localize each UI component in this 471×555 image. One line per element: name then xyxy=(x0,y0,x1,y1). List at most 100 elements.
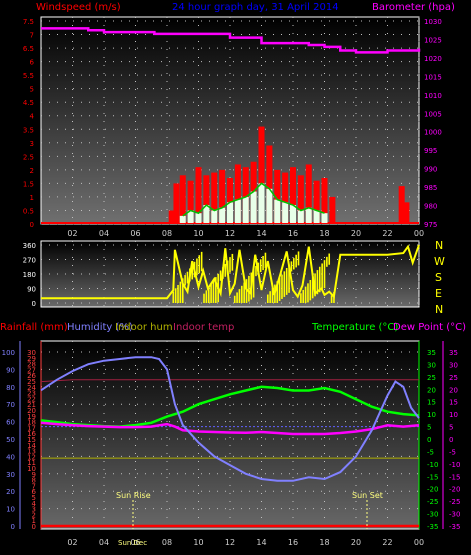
humidity-line xyxy=(40,356,420,482)
humidity-tick-label: 50 xyxy=(6,436,15,444)
average-bar xyxy=(242,196,249,223)
dewpoint-line xyxy=(40,421,420,436)
rain-tick-label: 24 xyxy=(27,384,36,392)
gust-bar xyxy=(227,177,233,223)
compass-s: S xyxy=(435,271,442,284)
gust-bar xyxy=(219,169,226,223)
humidity-axis-title: Humidity (%) xyxy=(67,322,133,333)
temp-x-tick-label: 16 xyxy=(288,538,298,547)
wind-x-tick-label: 18 xyxy=(319,229,329,238)
humidity-tick-label: 80 xyxy=(6,384,15,392)
rain-tick-label: 11 xyxy=(27,459,36,467)
wind-tick-label: 3.5 xyxy=(23,126,34,134)
dewpoint-tick-label: 35 xyxy=(449,349,458,357)
average-bar xyxy=(195,213,202,223)
temp-tick-label: -30 xyxy=(427,511,438,519)
gust-bar xyxy=(403,202,410,223)
average-bar xyxy=(305,207,312,223)
rain-tick-label: 20 xyxy=(27,407,36,415)
rain-tick-label: 27 xyxy=(27,366,36,374)
wind-x-tick-label: 22 xyxy=(382,229,392,238)
average-wind-line xyxy=(182,182,325,217)
temp-tick-label: 35 xyxy=(427,349,436,357)
gust-bar xyxy=(258,126,265,223)
rain-tick-label: 25 xyxy=(27,378,36,386)
dewpoint-tick-label: 0 xyxy=(449,436,453,444)
wind-tick-label: 3 xyxy=(30,140,34,148)
average-bar xyxy=(250,191,257,223)
gust-bar xyxy=(168,210,175,223)
rain-tick-label: 19 xyxy=(27,413,36,421)
humidity-tick-label: 40 xyxy=(6,453,15,461)
wind-tick-label: 5.5 xyxy=(23,72,34,80)
temp-tick-label: 30 xyxy=(427,361,436,369)
dewpoint-tick-label: -20 xyxy=(449,486,460,494)
compass-n-top: N xyxy=(435,239,443,252)
rain-tick-label: 21 xyxy=(27,401,36,409)
humidity-tick-label: 100 xyxy=(2,349,15,357)
rain-tick-label: 1 xyxy=(32,517,36,525)
wind-tick-label: 4 xyxy=(30,113,35,121)
wind-axis-title: Windspeed (m/s) xyxy=(36,2,121,13)
temp-tick-label: -5 xyxy=(427,448,434,456)
rain-tick-label: 28 xyxy=(27,361,36,369)
temp-tick-label: 10 xyxy=(427,411,436,419)
indoor-hum-title: Indoor hum xyxy=(115,322,173,333)
wind-tick-label: 6 xyxy=(30,59,35,67)
rain-tick-label: 2 xyxy=(32,511,36,519)
temp-x-tick-label: 18 xyxy=(319,538,329,547)
average-bar xyxy=(234,199,241,223)
wind-x-tick-label: 12 xyxy=(225,229,235,238)
wind-x-tick-label: 02 xyxy=(67,229,77,238)
wind-x-tick-label: 10 xyxy=(193,229,203,238)
temp-x-tick-label: 10 xyxy=(193,538,203,547)
dewpoint-tick-label: -5 xyxy=(449,448,456,456)
temp-tick-label: 15 xyxy=(427,399,436,407)
baro-tick-label: 1020 xyxy=(424,55,442,63)
temperature-axis-title: Temperature (°C) xyxy=(311,322,398,333)
sunset-label: Sun Set xyxy=(352,491,383,500)
baro-tick-label: 975 xyxy=(424,221,437,229)
direction-tick-label: 360 xyxy=(23,242,36,250)
baro-tick-label: 990 xyxy=(424,166,437,174)
rain-tick-label: 3 xyxy=(32,506,36,514)
gust-bar xyxy=(282,172,289,223)
gust-bar xyxy=(398,186,405,223)
temp-tick-label: 20 xyxy=(427,386,436,394)
dewpoint-tick-label: -35 xyxy=(449,523,460,531)
humidity-tick-label: 70 xyxy=(6,401,15,409)
dewpoint-tick-label: 30 xyxy=(449,361,458,369)
temp-tick-label: -10 xyxy=(427,461,438,469)
indoor-temp-line xyxy=(40,379,419,383)
wind-tick-label: 2.5 xyxy=(23,153,34,161)
wind-tick-label: 0 xyxy=(30,221,34,229)
compass-n-bottom: N xyxy=(435,303,443,316)
dewpoint-tick-label: -15 xyxy=(449,473,460,481)
average-bar xyxy=(203,205,210,223)
baro-tick-label: 1010 xyxy=(424,92,442,100)
wind-tick-label: 2 xyxy=(30,167,34,175)
average-bar xyxy=(282,202,289,223)
temp-tick-label: 25 xyxy=(427,374,436,382)
dewpoint-tick-label: 5 xyxy=(449,424,453,432)
rain-tick-label: 10 xyxy=(27,465,36,473)
rain-tick-label: 0 xyxy=(32,523,36,531)
wind-tick-label: 1 xyxy=(30,194,34,202)
temp-x-tick-label: 02 xyxy=(67,538,77,547)
gust-bar xyxy=(290,167,296,223)
dewpoint-tick-label: -30 xyxy=(449,511,460,519)
rain-tick-label: 29 xyxy=(27,355,36,363)
rain-tick-label: 9 xyxy=(32,471,36,479)
barometer-line xyxy=(41,27,421,54)
baro-tick-label: 1030 xyxy=(424,18,442,26)
gust-bar xyxy=(297,175,304,223)
rain-tick-label: 7 xyxy=(32,482,36,490)
temp-x-tick-label: 22 xyxy=(382,538,392,547)
rain-tick-label: 8 xyxy=(32,477,36,485)
baro-tick-label: 985 xyxy=(424,184,437,192)
temp-x-tick-label: 12 xyxy=(225,538,235,547)
wind-x-tick-label: 04 xyxy=(99,229,109,238)
wind-x-tick-label: 08 xyxy=(162,229,172,238)
humidity-tick-label: 10 xyxy=(6,506,15,514)
